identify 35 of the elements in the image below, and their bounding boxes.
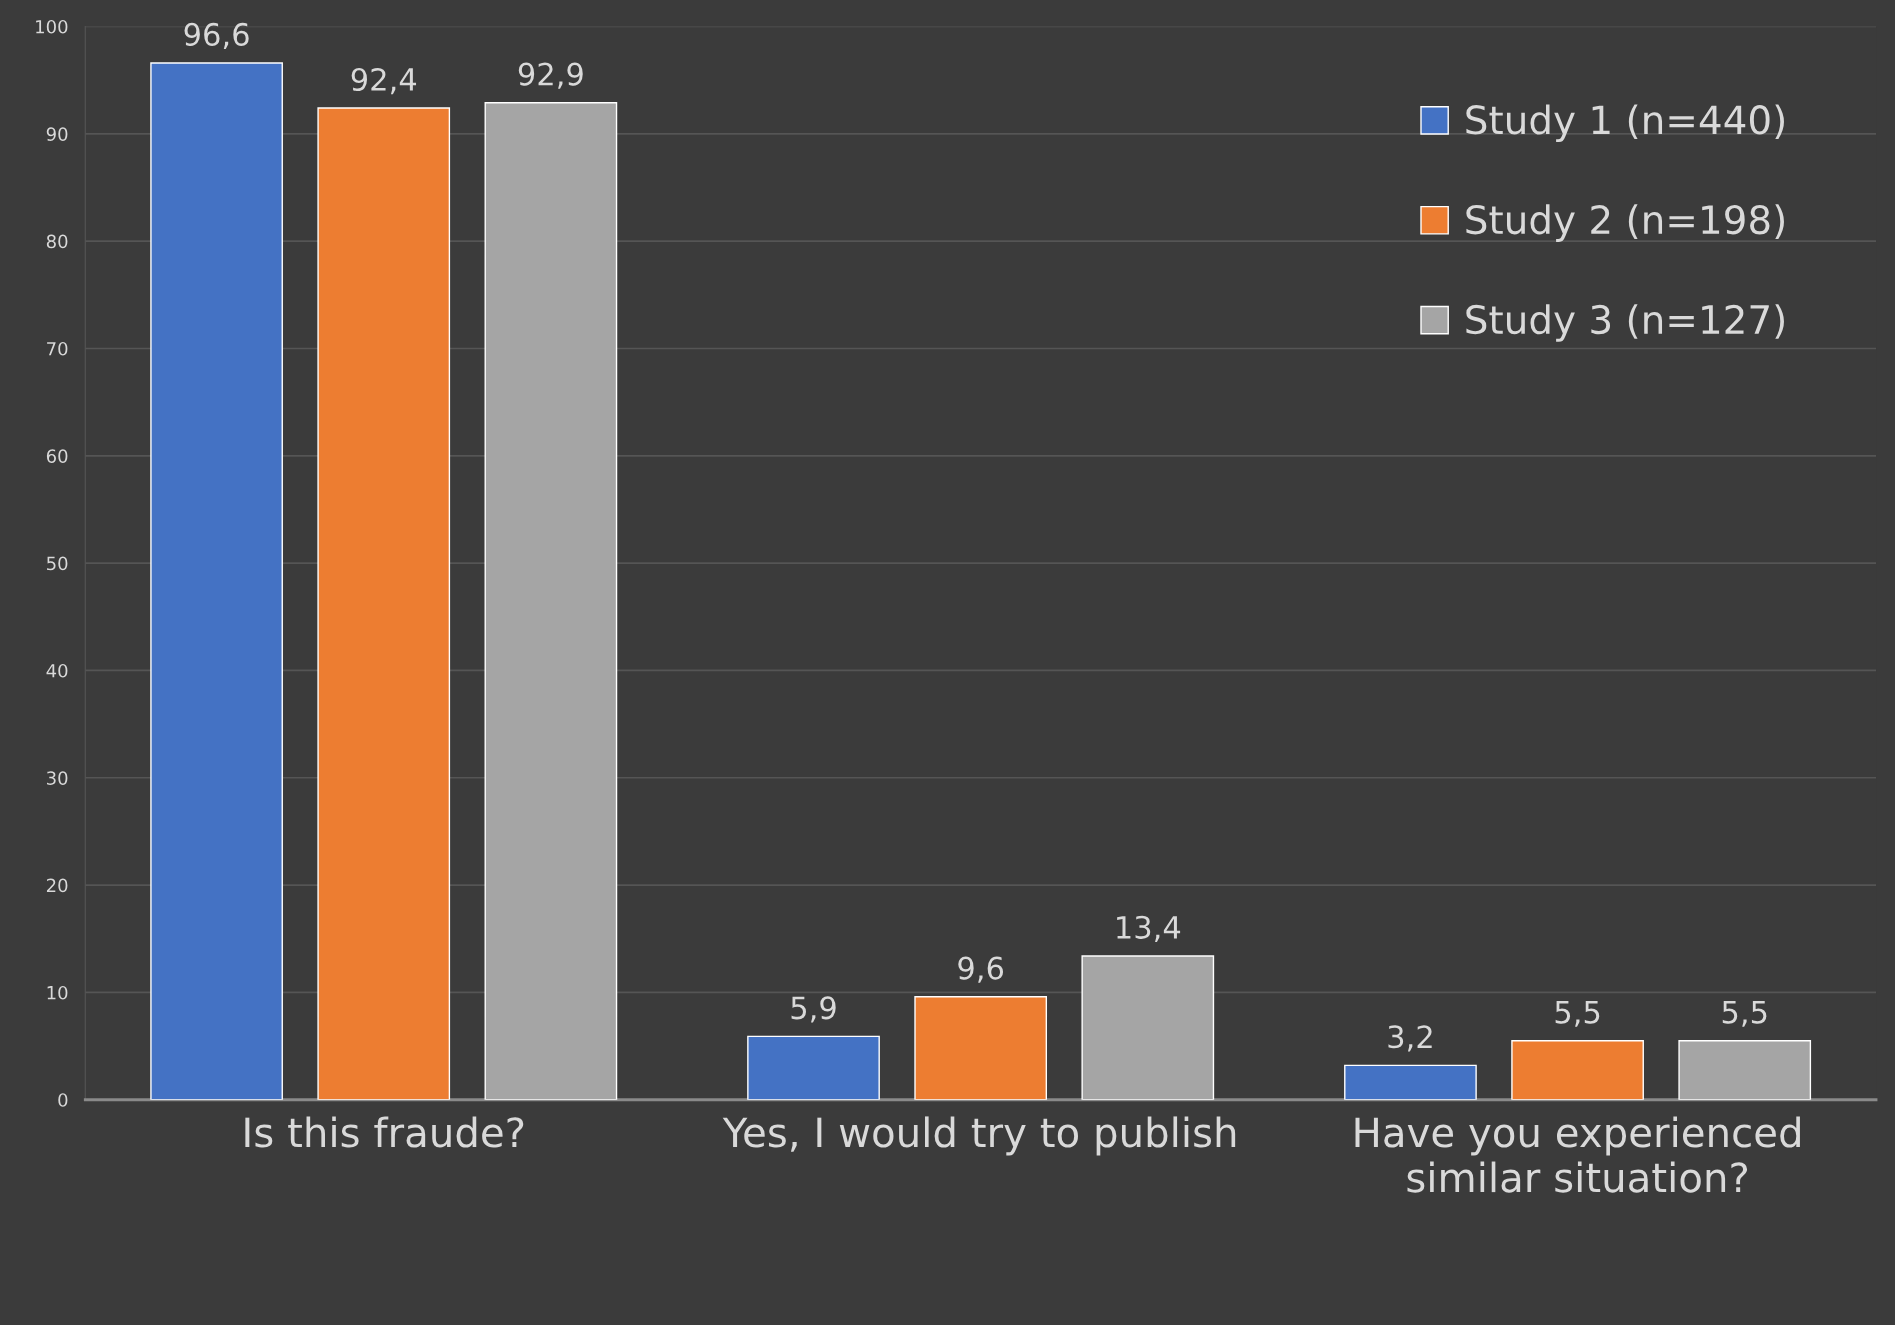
bar bbox=[317, 107, 451, 1100]
data-label: 5,5 bbox=[1722, 1000, 1767, 1027]
legend-label: Study 2 (n=198) bbox=[1466, 204, 1784, 242]
bar bbox=[150, 62, 283, 1100]
legend-label: Study 1 (n=440) bbox=[1466, 104, 1784, 143]
y-tick-label: 60 bbox=[46, 449, 68, 463]
data-label: 92,4 bbox=[351, 67, 417, 95]
y-tick-label: 30 bbox=[47, 771, 68, 785]
x-tick-label: Is this fraude? bbox=[245, 1116, 524, 1148]
data-label: 92,9 bbox=[518, 62, 583, 89]
bar bbox=[914, 996, 1048, 1100]
data-label: 13,4 bbox=[1117, 915, 1181, 943]
y-tick-label: 80 bbox=[46, 234, 68, 249]
bar bbox=[747, 1035, 880, 1100]
bar bbox=[1678, 1040, 1812, 1100]
data-label: 5,9 bbox=[791, 996, 836, 1023]
y-tick-label: 50 bbox=[47, 556, 68, 571]
data-label: 5,5 bbox=[1555, 1000, 1600, 1027]
y-tick-label: 70 bbox=[47, 341, 68, 356]
y-tick-label: 0 bbox=[58, 1093, 68, 1107]
legend-label: Study 3 (n=127) bbox=[1466, 304, 1784, 342]
x-tick-label: Have you experienced similar situation? bbox=[1355, 1116, 1800, 1193]
bar bbox=[484, 102, 618, 1100]
bar bbox=[1511, 1040, 1644, 1100]
bar bbox=[1344, 1064, 1477, 1100]
y-tick-label: 40 bbox=[46, 663, 68, 678]
data-label: 9,6 bbox=[958, 956, 1004, 983]
y-tick-label: 10 bbox=[47, 985, 68, 1000]
y-tick-label: 20 bbox=[46, 878, 68, 893]
bar bbox=[1081, 955, 1215, 1100]
data-label: 96,6 bbox=[184, 22, 249, 50]
y-tick-label: 90 bbox=[46, 127, 68, 141]
data-label: 3,2 bbox=[1388, 1025, 1432, 1052]
y-tick-label: 100 bbox=[36, 19, 68, 34]
x-tick-label: Yes, I would try to publish bbox=[722, 1116, 1236, 1156]
